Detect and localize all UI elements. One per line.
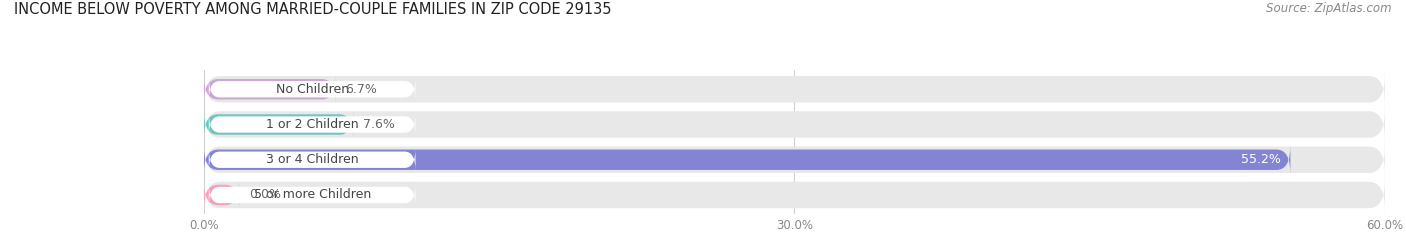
FancyBboxPatch shape: [204, 74, 1385, 104]
FancyBboxPatch shape: [204, 75, 336, 104]
FancyBboxPatch shape: [204, 145, 1291, 174]
FancyBboxPatch shape: [208, 113, 416, 136]
FancyBboxPatch shape: [204, 180, 1385, 210]
Text: No Children: No Children: [276, 83, 349, 96]
FancyBboxPatch shape: [204, 181, 239, 209]
Text: 0.0%: 0.0%: [249, 188, 281, 202]
FancyBboxPatch shape: [208, 149, 416, 171]
Text: 5 or more Children: 5 or more Children: [253, 188, 371, 202]
Text: 1 or 2 Children: 1 or 2 Children: [266, 118, 359, 131]
Text: 7.6%: 7.6%: [363, 118, 395, 131]
Text: 3 or 4 Children: 3 or 4 Children: [266, 153, 359, 166]
FancyBboxPatch shape: [204, 145, 1385, 175]
Text: INCOME BELOW POVERTY AMONG MARRIED-COUPLE FAMILIES IN ZIP CODE 29135: INCOME BELOW POVERTY AMONG MARRIED-COUPL…: [14, 2, 612, 17]
FancyBboxPatch shape: [208, 184, 416, 206]
Text: 6.7%: 6.7%: [346, 83, 377, 96]
FancyBboxPatch shape: [204, 110, 1385, 140]
Text: 55.2%: 55.2%: [1240, 153, 1281, 166]
FancyBboxPatch shape: [204, 110, 353, 139]
FancyBboxPatch shape: [208, 78, 416, 100]
Text: Source: ZipAtlas.com: Source: ZipAtlas.com: [1267, 2, 1392, 15]
